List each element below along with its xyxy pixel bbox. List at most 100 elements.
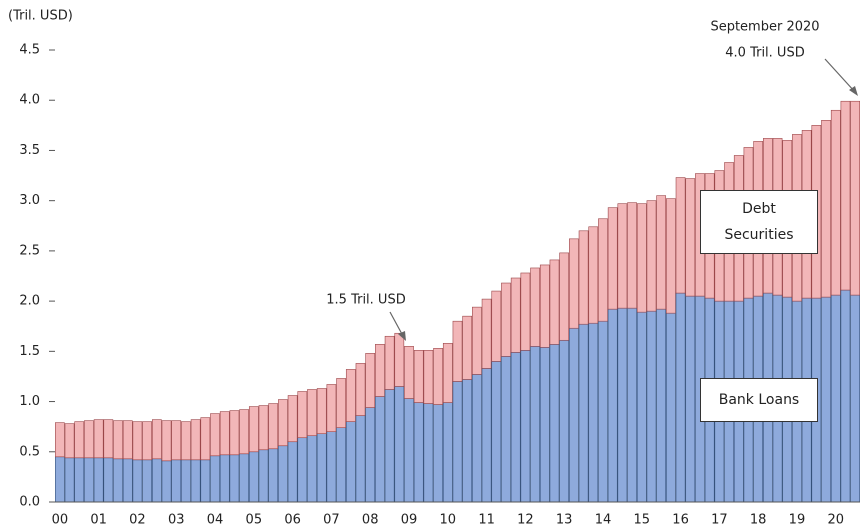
bar-segment — [578, 323, 589, 503]
bar-segment — [413, 402, 424, 503]
bar-segment — [229, 454, 240, 503]
bar-segment — [375, 344, 385, 397]
annotation: 4.0 Tril. USD — [725, 46, 804, 61]
annotation: 1.5 Tril. USD — [326, 293, 405, 308]
bar-segment — [365, 407, 376, 503]
bar-segment — [617, 203, 628, 309]
bar-segment — [462, 379, 473, 503]
bar-segment — [501, 356, 511, 503]
bar-segment — [539, 347, 550, 503]
y-tick-label: 1.5 — [19, 344, 40, 359]
bar-segment — [326, 431, 337, 503]
bar-segment — [472, 306, 482, 375]
bar-segment — [54, 456, 65, 503]
x-tick-label: 19 — [789, 513, 806, 528]
bar-segment — [248, 451, 259, 503]
bar-segment — [598, 320, 608, 503]
bar-segment — [93, 457, 104, 503]
annotation-arrowhead — [849, 86, 858, 96]
x-tick-label: 09 — [401, 513, 418, 528]
y-axis-label: (Tril. USD) — [8, 9, 73, 24]
bar-segment — [510, 277, 521, 353]
bar-segment — [278, 445, 288, 503]
bar-segment — [656, 195, 667, 310]
bar-segment — [113, 420, 123, 460]
bar-segment — [559, 339, 570, 503]
bar-segment — [287, 395, 298, 443]
bar-segment — [685, 178, 696, 297]
y-tick-label: 0.0 — [19, 495, 40, 510]
bar-segment — [636, 311, 647, 503]
x-tick-label: 20 — [827, 513, 844, 528]
bar-segment — [219, 411, 230, 456]
x-tick-label: 14 — [595, 513, 612, 528]
legend-label: Bank Loans — [700, 378, 818, 422]
bar-segment — [355, 363, 366, 416]
x-tick-label: 12 — [517, 513, 534, 528]
bar-segment — [404, 398, 414, 503]
y-tick-label: 4.5 — [19, 43, 40, 58]
bar-segment — [219, 454, 230, 503]
bar-segment — [132, 459, 143, 503]
bar-segment — [142, 421, 152, 461]
bar-segment — [520, 350, 531, 503]
bar-segment — [93, 419, 104, 459]
bar-segment — [569, 327, 579, 503]
x-tick-label: 07 — [323, 513, 340, 528]
bar-segment — [268, 403, 279, 450]
bar-segment — [384, 389, 395, 503]
bar-segment — [181, 421, 191, 461]
bar-segment — [345, 421, 356, 503]
y-tick-label: 1.0 — [19, 394, 40, 409]
x-tick-label: 11 — [478, 513, 495, 528]
bar-segment — [442, 342, 453, 403]
bar-segment — [248, 406, 259, 453]
bar-segment — [501, 282, 511, 357]
bar-segment — [113, 458, 123, 503]
bar-segment — [636, 203, 647, 313]
bar-segment — [530, 267, 540, 347]
x-tick-label: 18 — [750, 513, 767, 528]
annotation-arrow — [824, 58, 856, 93]
bar-segment — [297, 437, 308, 503]
legend-label: Debt Securities — [700, 190, 818, 254]
bar-segment — [307, 389, 317, 437]
bar-segment — [64, 423, 75, 459]
y-tick-label: 2.5 — [19, 243, 40, 258]
bar-segment — [607, 207, 618, 310]
bar-segment — [151, 458, 162, 503]
bar-segment — [394, 386, 405, 503]
bar-segment — [588, 226, 599, 324]
x-tick-label: 02 — [129, 513, 146, 528]
bar-segment — [685, 295, 696, 503]
bar-segment — [355, 415, 366, 503]
bar-segment — [171, 420, 182, 461]
bar-segment — [229, 410, 240, 456]
bar-segment — [569, 238, 579, 329]
y-tick-label: 0.5 — [19, 444, 40, 459]
bar-segment — [103, 457, 114, 503]
bar-segment — [559, 252, 570, 341]
bar-segment — [375, 396, 385, 503]
bar-segment — [627, 202, 637, 309]
bar-segment — [122, 420, 133, 460]
x-tick-label: 08 — [362, 513, 379, 528]
bar-segment — [181, 459, 191, 503]
bar-segment — [549, 344, 560, 503]
bar-segment — [491, 290, 502, 362]
bar-segment — [840, 100, 851, 291]
bar-segment — [258, 405, 269, 451]
bar-segment — [472, 374, 482, 503]
bar-segment — [336, 378, 346, 428]
x-tick-label: 01 — [90, 513, 107, 528]
bar-segment — [200, 417, 211, 461]
bar-segment — [588, 322, 599, 503]
bar-segment — [190, 459, 201, 503]
bar-segment — [84, 420, 94, 459]
bar-segment — [103, 419, 114, 459]
bar-segment — [666, 312, 676, 503]
bar-segment — [530, 346, 540, 503]
bar-segment — [656, 308, 667, 503]
bar-segment — [394, 332, 405, 387]
